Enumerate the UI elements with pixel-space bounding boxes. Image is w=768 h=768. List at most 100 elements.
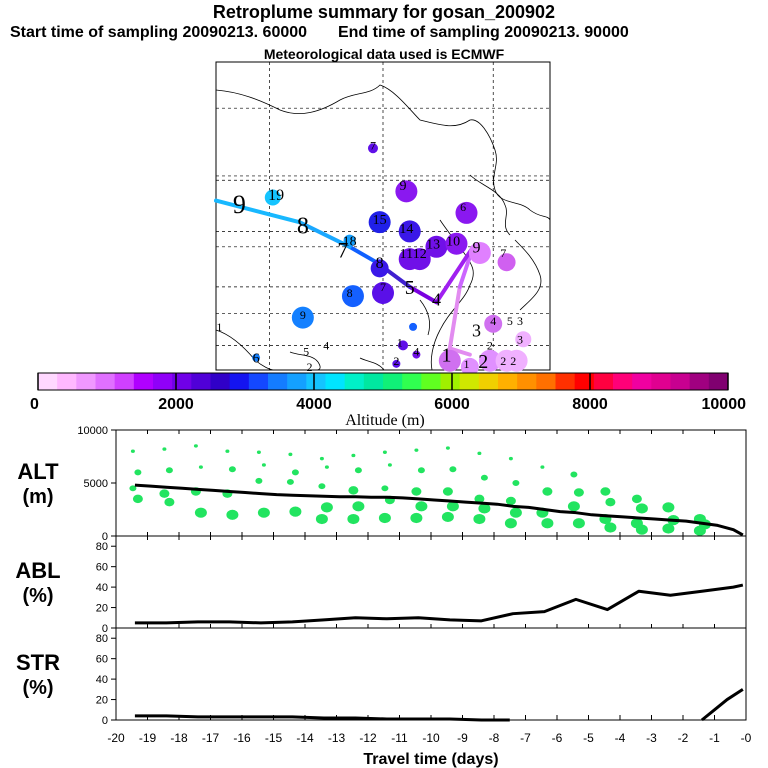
- day-label: 14: [399, 222, 413, 237]
- day-label: 19: [268, 187, 284, 204]
- ytick-label: 80: [96, 541, 108, 553]
- colorbar-swatch: [76, 373, 96, 390]
- series-line: [134, 583, 744, 625]
- alt-marker: [572, 518, 585, 529]
- alt-marker: [324, 465, 329, 469]
- colorbar-tick-label: 10000: [702, 396, 747, 413]
- colorbar-swatch: [38, 373, 58, 390]
- ytick-label: 40: [96, 582, 108, 594]
- trajectory-segment: [214, 198, 302, 225]
- colorbar-swatch: [114, 373, 135, 390]
- trajectory-marker: [368, 211, 391, 234]
- alt-marker: [165, 467, 173, 474]
- alt-marker: [512, 480, 520, 486]
- colorbar-swatch: [248, 373, 269, 390]
- alt-marker: [605, 497, 616, 507]
- alt-marker: [662, 523, 675, 534]
- alt-marker: [567, 501, 580, 512]
- start-time-label: Start time of sampling 20090213. 60000: [10, 24, 308, 41]
- day-label: 4: [432, 289, 441, 309]
- colorbar-swatch: [306, 373, 326, 390]
- alt-marker: [320, 502, 333, 513]
- alt-marker: [414, 448, 419, 452]
- panel-ylabel-units: (m): [22, 486, 53, 508]
- day-label: 1: [441, 345, 451, 367]
- day-label: 4: [323, 339, 329, 353]
- colorbar-swatch: [421, 373, 441, 390]
- colorbar-swatch: [632, 373, 652, 390]
- panel-frame: [115, 535, 747, 629]
- day-label: 5: [303, 345, 309, 359]
- alt-marker: [417, 467, 425, 474]
- colorbar-swatch: [57, 373, 77, 390]
- trajectory-segment: [447, 284, 462, 351]
- day-label: 7: [380, 280, 386, 294]
- alt-marker: [164, 497, 175, 507]
- panel-xlabel: Travel time (days): [363, 751, 498, 768]
- xtick-label: -11: [391, 731, 408, 745]
- trajectory-marker: [398, 340, 409, 351]
- panel-alt: 0 5000 10000 ALT(m): [17, 425, 747, 543]
- trajectory-marker: [409, 322, 418, 331]
- colorbar-tick-label: 0: [30, 396, 39, 413]
- trajectory-marker: [468, 241, 491, 264]
- xtick-label: -2: [678, 731, 689, 745]
- xtick-label: -4: [615, 731, 626, 745]
- colorbar-swatch: [517, 373, 537, 390]
- panel-ylabel: STR: [16, 650, 60, 675]
- alt-marker: [635, 503, 648, 514]
- day-label: 2: [510, 354, 516, 368]
- alt-marker: [387, 463, 392, 467]
- trajectory-marker: [392, 359, 401, 368]
- day-label: 2: [478, 351, 488, 373]
- alt-marker: [261, 463, 266, 467]
- trajectory-marker: [460, 357, 479, 376]
- colorbar-swatch: [536, 373, 556, 390]
- day-label: 6: [253, 352, 260, 367]
- trajectory-marker: [367, 143, 378, 154]
- trajectory-markers: [252, 143, 532, 376]
- day-label: 7: [337, 238, 348, 263]
- day-label: 3: [472, 320, 481, 340]
- alt-marker: [291, 469, 299, 476]
- xtick-label: -17: [202, 731, 220, 745]
- trajectory-marker: [341, 285, 364, 308]
- day-label: 8: [376, 255, 384, 272]
- day-label: 7: [500, 246, 506, 260]
- colorbar-swatch: [191, 373, 211, 390]
- day-label: 6: [460, 200, 466, 214]
- day-label: 9: [233, 190, 246, 219]
- alt-marker: [508, 456, 513, 461]
- alt-marker: [255, 477, 263, 484]
- ytick-label: 0: [102, 623, 108, 635]
- xtick-label: -6: [552, 731, 563, 745]
- alt-marker: [442, 487, 453, 496]
- alt-marker: [540, 465, 545, 469]
- trajectory-marker: [425, 235, 448, 258]
- trajectory-marker: [484, 314, 503, 333]
- series-line: [700, 688, 744, 722]
- alt-marker: [225, 449, 230, 453]
- trajectory-marker: [478, 349, 501, 372]
- day-label: 15: [373, 213, 387, 228]
- alt-marker: [411, 487, 422, 496]
- colorbar-swatch: [555, 373, 576, 390]
- trajectory-marker: [515, 331, 532, 348]
- time-series-panels: 0500010000ALT(m)020406080ABL(%)020406080…: [15, 425, 751, 768]
- alt-marker: [162, 447, 167, 451]
- alt-marker: [159, 489, 170, 498]
- colorbar-swatch: [344, 373, 365, 390]
- alt-marker: [600, 487, 611, 496]
- colorbar-swatch: [708, 373, 729, 390]
- alt-marker: [480, 474, 488, 481]
- alt-marker: [478, 503, 491, 514]
- panel-ylabel-units: (%): [22, 677, 53, 699]
- day-label: 11: [400, 247, 413, 262]
- xtick-label: -16: [233, 731, 251, 745]
- trajectory-marker: [395, 180, 418, 203]
- trajectory-marker: [412, 350, 421, 359]
- colorbar-xlabel: Altitude (m): [345, 412, 425, 429]
- page-title: Retroplume summary for gosan_200902: [212, 2, 556, 22]
- map-gridlines: [216, 62, 550, 370]
